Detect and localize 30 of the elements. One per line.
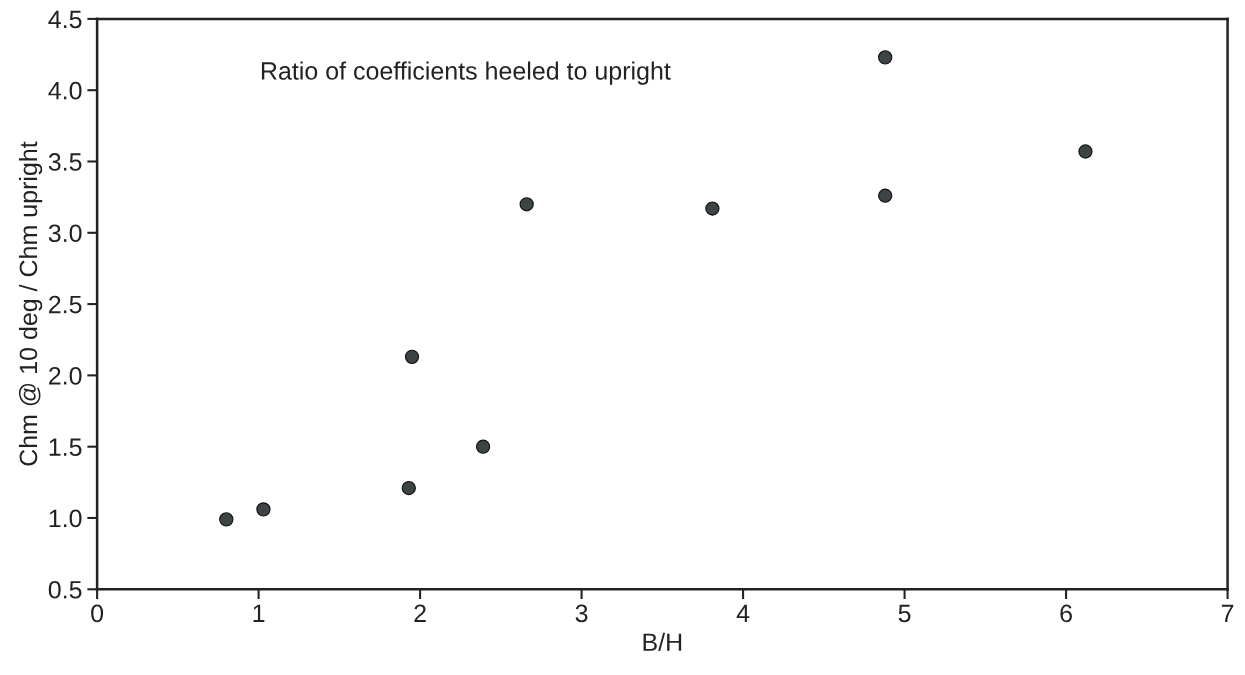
x-tick-label: 1: [253, 604, 265, 622]
point: [401, 480, 416, 496]
y-tick-label: 4.5: [48, 10, 82, 29]
x-tick-label: 5: [898, 604, 911, 623]
point: [1078, 144, 1093, 159]
point: [705, 201, 720, 216]
point: [219, 512, 234, 527]
y-axis-title: Chm @ 10 deg / Chm upright: [18, 141, 43, 466]
point: [475, 439, 491, 454]
x-tick-label: 2: [414, 604, 426, 622]
point: [878, 188, 893, 203]
point: [519, 197, 534, 212]
x-tick-label: 3: [575, 604, 588, 623]
point: [404, 349, 420, 364]
y-tick-label: 0.5: [48, 580, 82, 599]
point: [878, 50, 893, 65]
point: [256, 502, 271, 517]
y-tick-label: 3.5: [48, 153, 82, 171]
x-tick-label: 0: [91, 604, 104, 623]
annotation: Ratio of coefficients heeled to upright: [261, 61, 671, 85]
y-tick-label: 3.0: [48, 224, 82, 243]
y-tick-label: 2.0: [49, 366, 82, 385]
y-tick-label: 4.0: [48, 81, 82, 100]
x-tick-label: 4: [736, 604, 750, 622]
y-tick-label: 1.5: [49, 438, 82, 456]
x-tick-label: 7: [1221, 604, 1234, 622]
y-tick-label: 1.0: [49, 509, 82, 528]
x-tick-label: 6: [1060, 604, 1072, 623]
x-axis-title: B/H: [643, 632, 682, 652]
y-tick-label: 2.5: [49, 295, 82, 314]
